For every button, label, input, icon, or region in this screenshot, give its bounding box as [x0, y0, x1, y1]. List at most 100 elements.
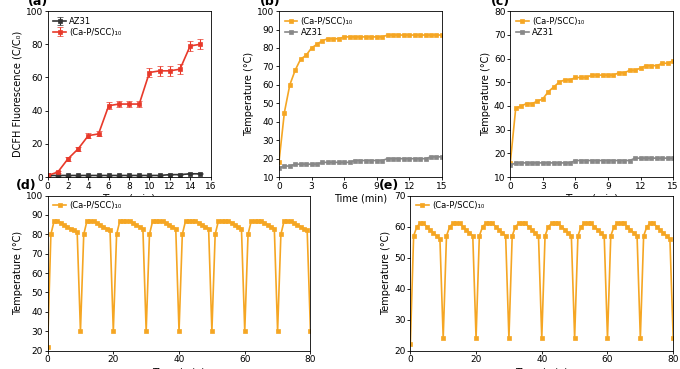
AZ31 [511, 161, 520, 165]
Text: (a): (a) [28, 0, 48, 8]
(Ca-P/SCC)₁₀ [307, 46, 316, 50]
(Ca-P/SCC)₁₀ [394, 33, 403, 37]
AZ31 [286, 164, 294, 168]
AZ31 [275, 166, 283, 170]
(Ca-P/SCC)₁₀ [286, 83, 294, 87]
(Ca-P/SCC)₁₀ [373, 35, 381, 39]
AZ31 [405, 156, 413, 161]
AZ31 [335, 160, 343, 165]
AZ31 [313, 162, 321, 166]
(Ca-P/SCC)₁₀ [528, 101, 536, 106]
(Ca-P/SCC)₁₀ [378, 35, 386, 39]
(Ca-P/SCC)₁₀ [609, 73, 617, 77]
(Ca-P/SCC)₁₀ [593, 73, 601, 77]
AZ31 [669, 156, 677, 161]
AZ31 [422, 156, 430, 161]
(Ca-P/SCC)₁₀ [362, 35, 370, 39]
AZ31 [394, 156, 403, 161]
(Ca-P/SCC)₁₀ [384, 33, 392, 37]
AZ31 [318, 160, 326, 165]
(Ca-P/SCC)₁₀ [416, 221, 424, 226]
AZ31 [411, 156, 419, 161]
AZ31 [626, 158, 634, 163]
(Ca-P/SCC)₁₀ [506, 161, 514, 165]
AZ31 [582, 158, 590, 163]
AZ31 [664, 156, 672, 161]
(Ca-P/SCC)₁₀ [280, 110, 288, 115]
Y-axis label: Temperature (°C): Temperature (°C) [244, 52, 254, 136]
X-axis label: Time (min): Time (min) [565, 194, 618, 204]
(Ca-P/SCC)₁₀ [647, 63, 656, 68]
AZ31 [356, 158, 364, 163]
X-axis label: Time (min): Time (min) [103, 194, 156, 204]
(Ca-P/SCC)₁₀ [664, 61, 672, 65]
AZ31 [653, 156, 661, 161]
(Ca-P/SCC)₁₀ [642, 63, 650, 68]
AZ31 [367, 158, 375, 163]
Legend: AZ31, (Ca-P/SCC)₁₀: AZ31, (Ca-P/SCC)₁₀ [52, 15, 123, 38]
(Ca-P/SCC)₁₀ [422, 33, 430, 37]
(Ca-P/SCC)₁₀ [571, 75, 579, 80]
(Ca-P/SCC)₁₀ [400, 33, 408, 37]
(Ca-P/SCC)₁₀ [340, 35, 348, 39]
AZ31 [307, 162, 316, 166]
AZ31 [427, 155, 435, 159]
AZ31 [544, 161, 552, 165]
(Ca-P/SCC)₁₀ [554, 221, 562, 226]
(Ca-P/SCC)₁₀ [631, 68, 639, 73]
Line: (Ca-P/SCC)₁₀: (Ca-P/SCC)₁₀ [409, 222, 675, 346]
(Ca-P/SCC)₁₀ [603, 336, 611, 340]
(Ca-P/SCC)₁₀ [411, 33, 419, 37]
AZ31 [400, 156, 408, 161]
(Ca-P/SCC)₁₀ [241, 329, 249, 334]
Y-axis label: DCFH Fluorescence (C/C₀): DCFH Fluorescence (C/C₀) [13, 31, 22, 157]
AZ31 [577, 158, 585, 163]
AZ31 [362, 158, 370, 163]
(Ca-P/SCC)₁₀ [307, 329, 315, 334]
Legend: (Ca-P/SCC)₁₀: (Ca-P/SCC)₁₀ [415, 200, 486, 212]
X-axis label: Time (min): Time (min) [334, 194, 387, 204]
AZ31 [506, 163, 514, 168]
(Ca-P/SCC)₁₀ [416, 33, 424, 37]
Text: (c): (c) [491, 0, 510, 8]
(Ca-P/SCC)₁₀ [275, 160, 283, 165]
AZ31 [522, 161, 530, 165]
AZ31 [539, 161, 547, 165]
Y-axis label: Temperature (°C): Temperature (°C) [13, 231, 22, 315]
AZ31 [384, 156, 392, 161]
(Ca-P/SCC)₁₀ [582, 75, 590, 80]
(Ca-P/SCC)₁₀ [604, 73, 612, 77]
(Ca-P/SCC)₁₀ [438, 33, 446, 37]
AZ31 [588, 158, 596, 163]
(Ca-P/SCC)₁₀ [405, 33, 413, 37]
Line: (Ca-P/SCC)₁₀: (Ca-P/SCC)₁₀ [277, 33, 443, 164]
Legend: (Ca-P/SCC)₁₀, AZ31: (Ca-P/SCC)₁₀, AZ31 [515, 15, 586, 38]
(Ca-P/SCC)₁₀ [284, 218, 292, 223]
(Ca-P/SCC)₁₀ [574, 234, 582, 238]
X-axis label: Time (min): Time (min) [152, 367, 205, 369]
(Ca-P/SCC)₁₀ [432, 33, 441, 37]
Text: (d): (d) [16, 179, 37, 193]
(Ca-P/SCC)₁₀ [539, 97, 547, 101]
AZ31 [329, 160, 337, 165]
AZ31 [620, 158, 628, 163]
(Ca-P/SCC)₁₀ [636, 66, 645, 70]
(Ca-P/SCC)₁₀ [522, 101, 530, 106]
(Ca-P/SCC)₁₀ [296, 57, 305, 61]
AZ31 [571, 158, 579, 163]
(Ca-P/SCC)₁₀ [313, 42, 321, 46]
(Ca-P/SCC)₁₀ [669, 59, 677, 63]
(Ca-P/SCC)₁₀ [302, 53, 310, 58]
Y-axis label: Temperature (°C): Temperature (°C) [381, 231, 391, 315]
(Ca-P/SCC)₁₀ [351, 35, 359, 39]
AZ31 [517, 161, 525, 165]
AZ31 [373, 158, 381, 163]
(Ca-P/SCC)₁₀ [588, 73, 596, 77]
AZ31 [324, 160, 332, 165]
AZ31 [598, 158, 607, 163]
(Ca-P/SCC)₁₀ [427, 33, 435, 37]
AZ31 [636, 156, 645, 161]
(Ca-P/SCC)₁₀ [50, 218, 58, 223]
(Ca-P/SCC)₁₀ [367, 35, 375, 39]
(Ca-P/SCC)₁₀ [653, 63, 661, 68]
